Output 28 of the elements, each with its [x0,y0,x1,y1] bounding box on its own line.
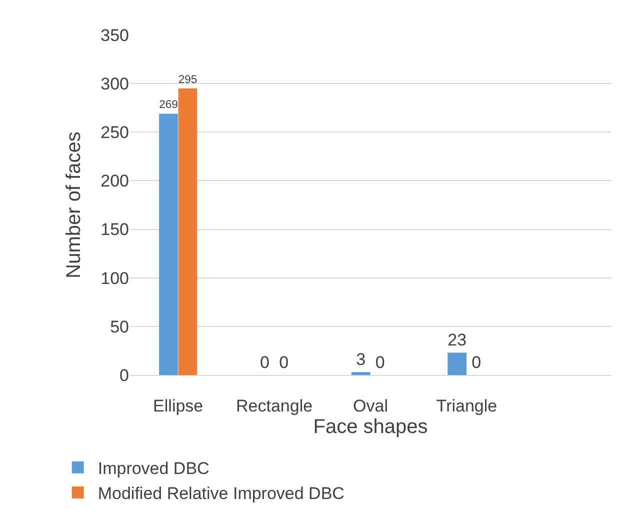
data-label: 23 [448,330,466,350]
y-tick-label: 200 [100,172,129,191]
y-tick-label: 350 [100,26,129,45]
x-tick-label: Ellipse [153,396,204,416]
data-label: 0 [375,353,385,372]
y-tick-label: 50 [110,317,129,336]
x-tick-label: Oval [353,396,388,416]
data-label: 0 [279,353,289,372]
y-tick-label: 0 [120,366,129,385]
bar [448,352,467,375]
data-label: 269 [159,99,178,112]
bar [351,372,370,375]
legend-label: Improved DBC [98,458,210,478]
y-tick-label: 100 [100,268,129,288]
y-tick-label: 300 [100,74,129,94]
x-tick-label: Rectangle [236,396,313,416]
x-axis-title: Face shapes [313,416,428,438]
bar [159,114,178,375]
bar [178,88,198,375]
y-tick-label: 250 [100,123,129,142]
data-label: 3 [356,350,366,370]
data-label: 0 [260,353,270,372]
data-label: 295 [178,74,198,86]
x-tick-label: Triangle [436,396,498,416]
legend-label: Modified Relative Improved DBC [98,484,344,504]
y-tick-label: 150 [100,220,129,240]
y-axis-title: Number of faces [63,132,85,278]
data-label: 0 [472,353,482,372]
